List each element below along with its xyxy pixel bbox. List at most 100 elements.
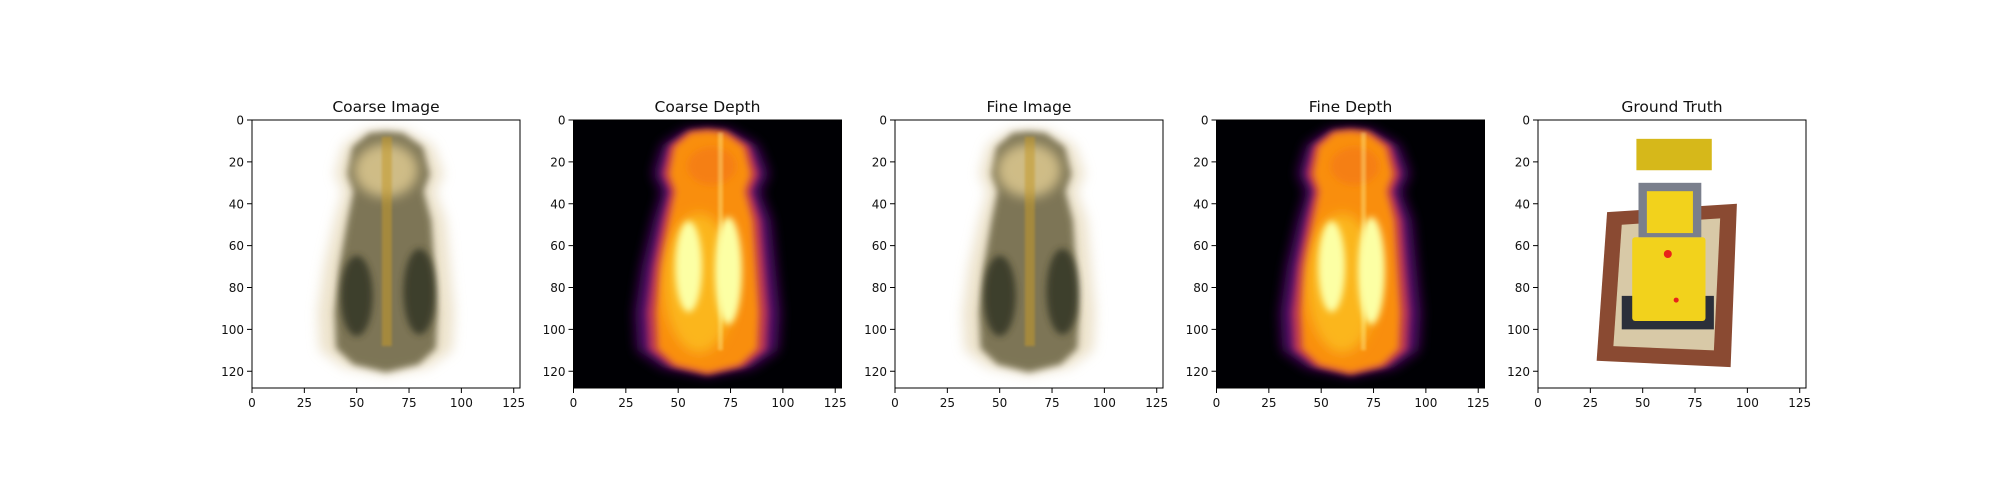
y-tick-label: 0: [236, 114, 244, 128]
y-tick-label: 100: [543, 323, 566, 337]
panel-title: Fine Depth: [1309, 98, 1393, 116]
x-tick-label: 125: [824, 396, 847, 410]
x-tick-label: 100: [1736, 396, 1759, 410]
y-tick-label: 100: [864, 323, 887, 337]
y-tick-label: 0: [558, 114, 566, 128]
y-tick-label: 100: [1186, 323, 1209, 337]
y-tick-label: 80: [229, 281, 244, 295]
depth-top: [687, 147, 736, 185]
rgb-center-streak: [1024, 136, 1035, 347]
x-tick-label: 125: [1467, 396, 1490, 410]
y-tick-label: 60: [1193, 239, 1208, 253]
y-tick-label: 60: [1515, 239, 1530, 253]
x-tick-label: 0: [891, 396, 899, 410]
rgb-dark-right: [1046, 248, 1079, 335]
y-tick-label: 120: [1186, 365, 1209, 379]
axes-frame: [894, 119, 1164, 389]
depth-core-left: [675, 221, 703, 313]
y-tick-label: 0: [1522, 114, 1530, 128]
x-tick-label: 0: [248, 396, 256, 410]
y-tick-label: 120: [543, 365, 566, 379]
y-tick-label: 20: [229, 155, 244, 169]
x-tick-label: 75: [401, 396, 416, 410]
y-tick-label: 80: [1193, 281, 1208, 295]
x-tick-label: 25: [618, 396, 633, 410]
axes-frame: [251, 119, 521, 389]
x-tick-label: 25: [1261, 396, 1276, 410]
x-tick-label: 125: [1788, 396, 1811, 410]
x-tick-label: 125: [502, 396, 525, 410]
x-tick-label: 100: [450, 396, 473, 410]
rgb-dark-right: [403, 248, 436, 335]
x-tick-label: 0: [1213, 396, 1221, 410]
x-tick-label: 25: [1583, 396, 1598, 410]
gt-light: [1663, 250, 1672, 258]
axes-frame: [1216, 119, 1485, 389]
x-tick-label: 100: [1414, 396, 1437, 410]
y-tick-label: 100: [221, 323, 244, 337]
rgb-center-streak: [381, 136, 392, 347]
y-tick-label: 80: [1515, 281, 1530, 295]
y-tick-label: 40: [229, 197, 244, 211]
axes-frame: [1537, 119, 1807, 389]
x-tick-label: 0: [1534, 396, 1542, 410]
gt-cab: [1646, 191, 1693, 234]
panel-coarse-image: 0 25 50 75 100 125 0 20 40 60 80 100 120 Coarse Image: [221, 98, 525, 410]
y-tick-label: 0: [879, 114, 887, 128]
panel-title: Fine Image: [987, 98, 1072, 116]
x-tick-label: 50: [1314, 396, 1329, 410]
y-tick-label: 100: [1507, 323, 1530, 337]
depth-streak: [717, 132, 723, 351]
x-tick-label: 50: [1635, 396, 1650, 410]
x-tick-label: 75: [1366, 396, 1381, 410]
depth-streak: [1360, 132, 1366, 351]
y-tick-label: 120: [221, 365, 244, 379]
x-tick-label: 125: [1145, 396, 1168, 410]
y-tick-label: 60: [550, 239, 565, 253]
y-tick-label: 80: [872, 281, 887, 295]
y-tick-label: 40: [550, 197, 565, 211]
x-tick-label: 50: [992, 396, 1007, 410]
image-area: [1538, 120, 1806, 388]
y-tick-label: 20: [872, 155, 887, 169]
image-area: [1216, 120, 1485, 388]
x-tick-label: 25: [297, 396, 312, 410]
gt-light-small: [1673, 297, 1679, 303]
depth-core-left: [1318, 221, 1346, 313]
panel-title: Coarse Depth: [655, 98, 761, 116]
y-tick-label: 40: [1515, 197, 1530, 211]
gt-bucket: [1636, 138, 1712, 171]
axes-frame: [573, 119, 842, 389]
panel-ground-truth: 0 25 50 75 100 125 0 20 40 60 80 100 120 Ground Truth: [1507, 98, 1811, 410]
x-tick-label: 0: [570, 396, 578, 410]
gt-body: [1632, 237, 1706, 321]
x-tick-label: 50: [671, 396, 686, 410]
rgb-dark-left: [340, 255, 373, 337]
x-tick-label: 75: [1044, 396, 1059, 410]
y-tick-label: 120: [864, 365, 887, 379]
panel-title: Ground Truth: [1621, 98, 1722, 116]
x-tick-label: 100: [771, 396, 794, 410]
y-tick-label: 0: [1201, 114, 1209, 128]
y-tick-label: 60: [872, 239, 887, 253]
y-tick-label: 40: [1193, 197, 1208, 211]
y-tick-label: 20: [1193, 155, 1208, 169]
y-tick-label: 60: [229, 239, 244, 253]
y-tick-label: 20: [550, 155, 565, 169]
y-tick-label: 20: [1515, 155, 1530, 169]
image-area: [895, 120, 1163, 388]
y-tick-label: 40: [872, 197, 887, 211]
x-tick-label: 25: [940, 396, 955, 410]
rgb-dark-left: [983, 255, 1016, 337]
image-area: [573, 120, 842, 388]
x-tick-label: 100: [1093, 396, 1116, 410]
panel-fine-image: 0 25 50 75 100 125 0 20 40 60 80 100 120 Fine Image: [864, 98, 1168, 410]
panel-title: Coarse Image: [332, 98, 439, 116]
panel-coarse-depth: 0 25 50 75 100 125 0 20 40 60 80 100 120 Coarse Depth: [543, 98, 847, 410]
depth-top: [1330, 147, 1379, 185]
x-tick-label: 75: [723, 396, 738, 410]
x-tick-label: 75: [1687, 396, 1702, 410]
y-tick-label: 120: [1507, 365, 1530, 379]
x-tick-label: 50: [349, 396, 364, 410]
